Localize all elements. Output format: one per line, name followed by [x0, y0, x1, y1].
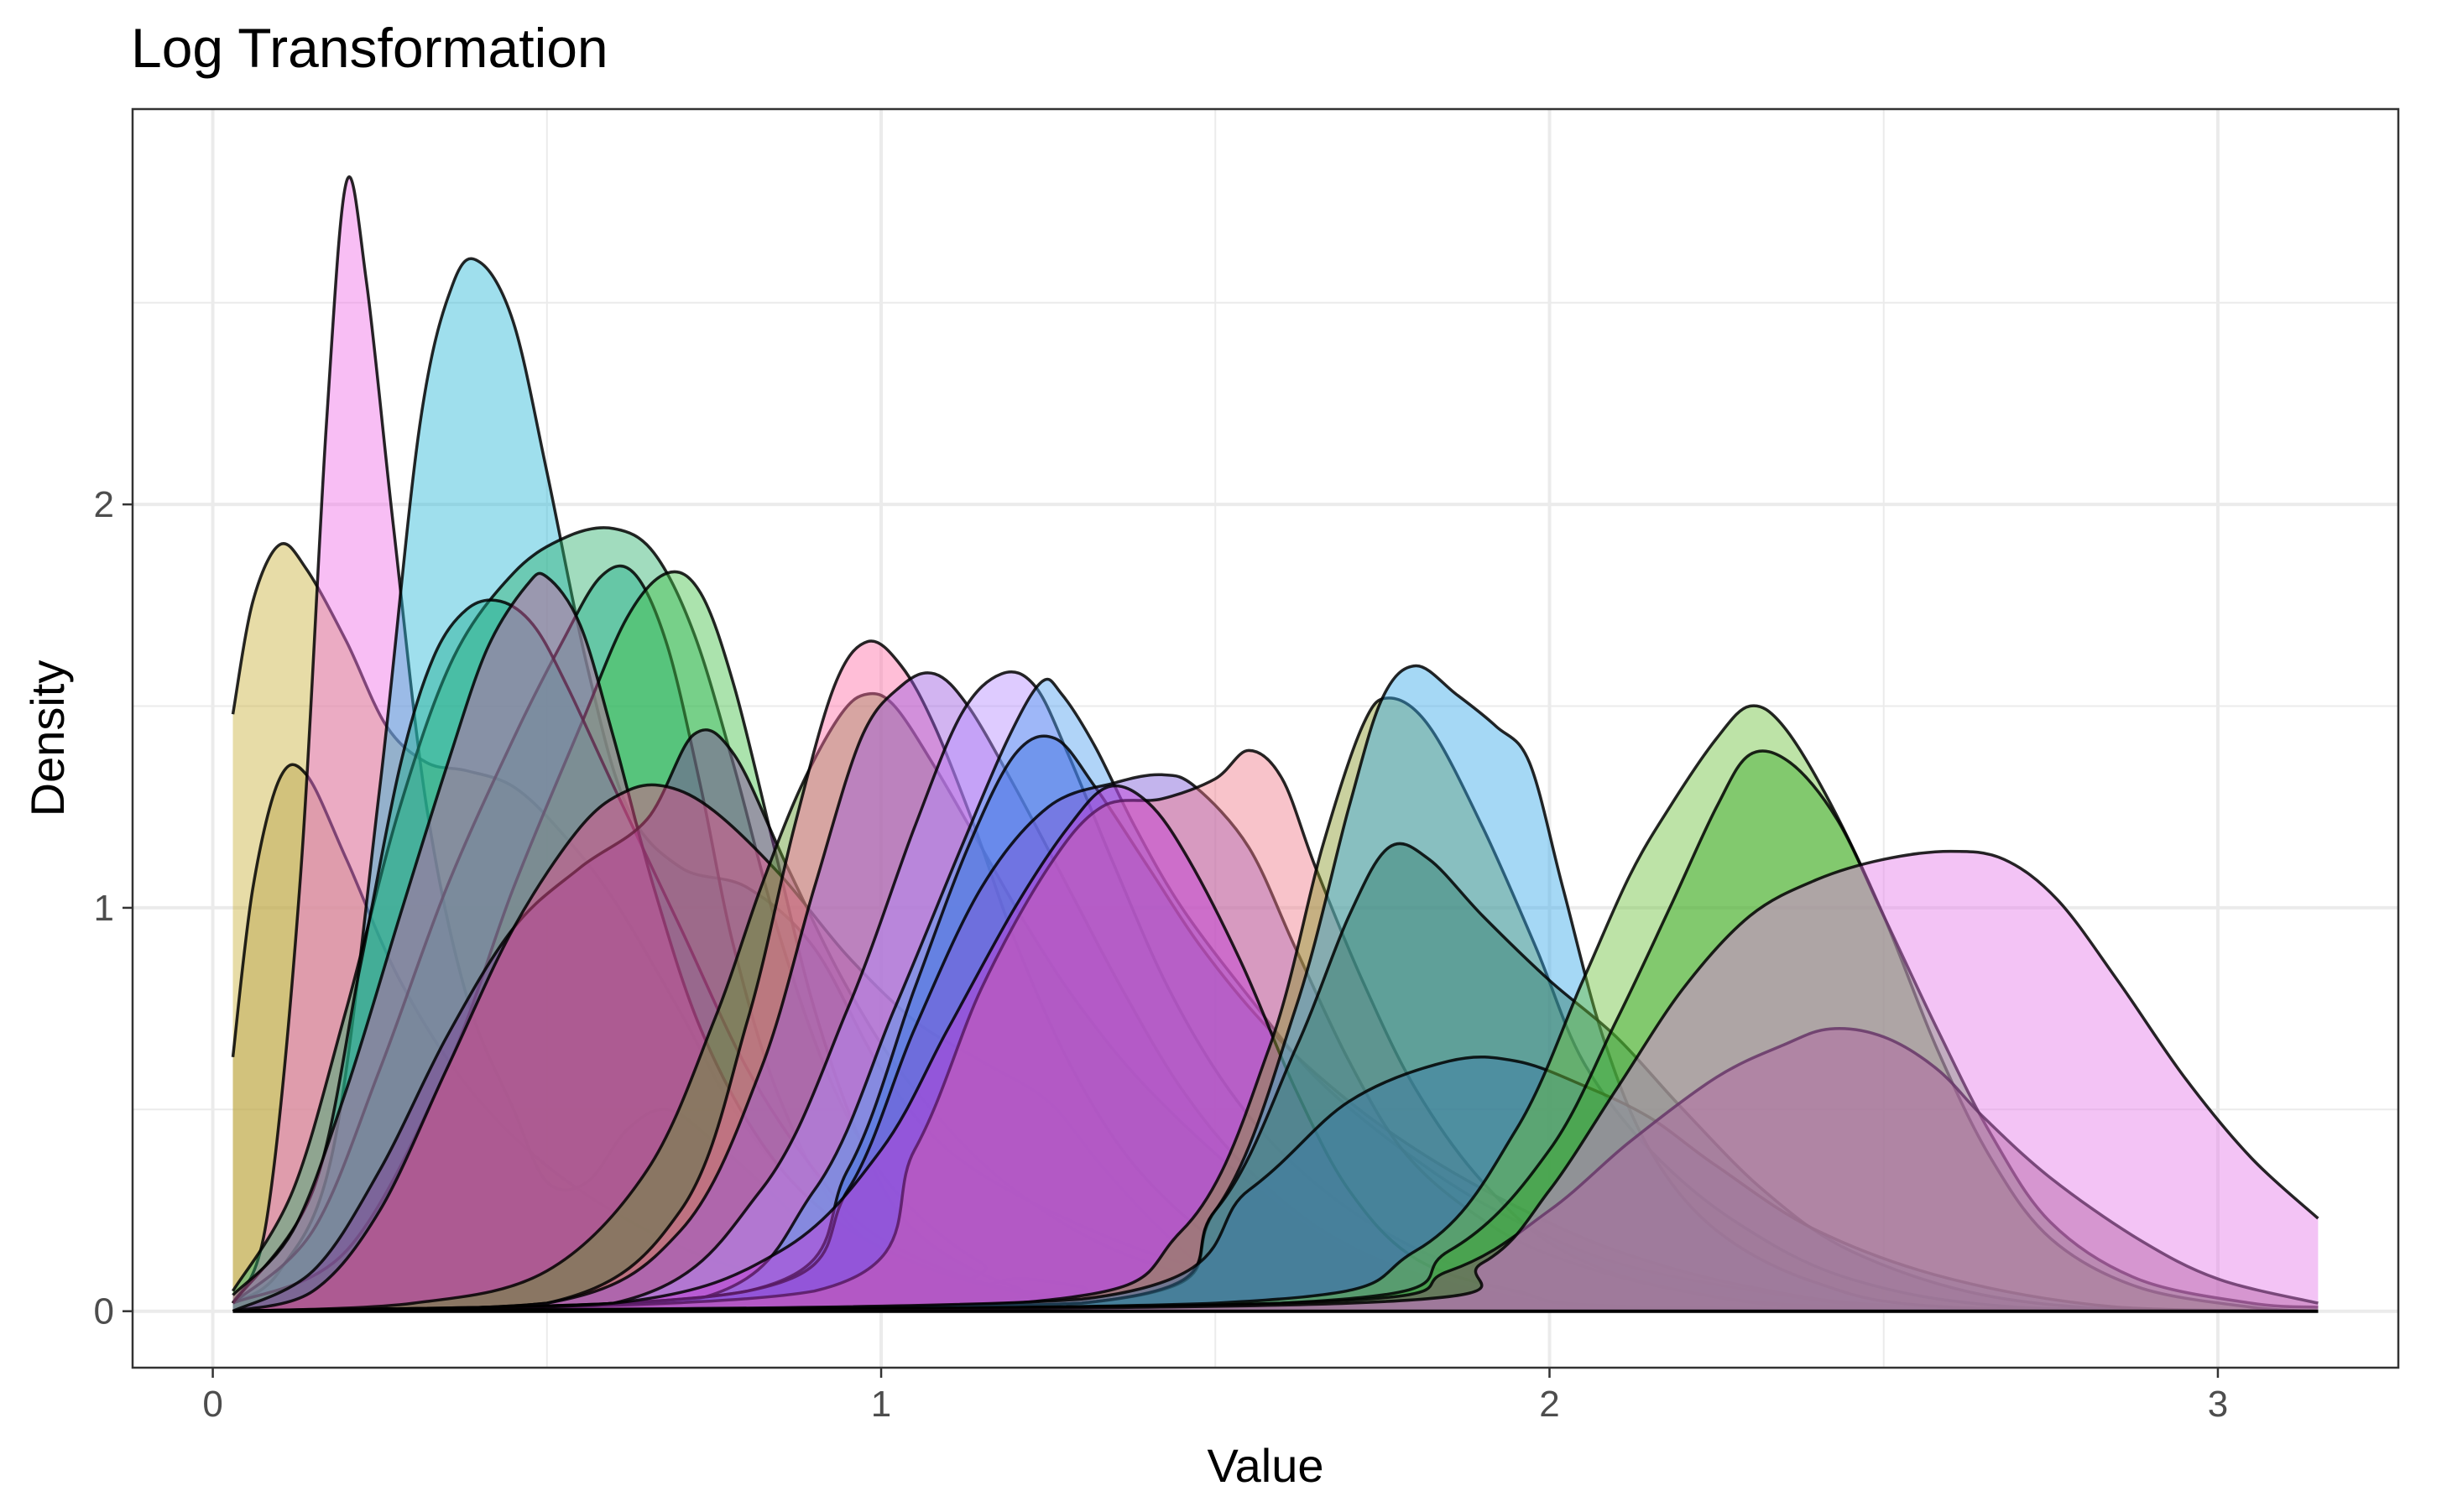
- density-area-6: [232, 566, 2319, 1311]
- density-outline-5: [231, 526, 2319, 1313]
- x-tick-label: 3: [2208, 1384, 2228, 1425]
- density-area-7: [232, 571, 2319, 1311]
- density-area-9: [232, 573, 2319, 1311]
- density-area-3: [232, 176, 2319, 1311]
- density-outline-20: [232, 784, 2319, 1313]
- density-outline-28: [232, 849, 2319, 1313]
- y-tick-label: 0: [94, 1291, 114, 1332]
- density-area-11: [232, 785, 2319, 1311]
- density-area-28: [232, 851, 2319, 1311]
- density-outline-15: [232, 670, 2319, 1313]
- density-area-17: [232, 736, 2319, 1311]
- density-area-24: [232, 1056, 2319, 1311]
- density-layer: [231, 175, 2319, 1313]
- density-area-26: [232, 750, 2319, 1311]
- density-area-16: [232, 679, 2319, 1311]
- density-area-4: [232, 258, 2319, 1311]
- density-outline-11: [232, 783, 2319, 1313]
- density-outline-21: [232, 696, 2319, 1313]
- y-tick-label: 1: [94, 888, 114, 929]
- density-area-25: [232, 706, 2319, 1311]
- y-axis: 0 1 2: [94, 484, 133, 1332]
- density-outline-23: [232, 842, 2319, 1313]
- chart-title: Log Transformation: [131, 17, 608, 79]
- density-outline-17: [232, 734, 2319, 1313]
- density-area-13: [232, 640, 2319, 1311]
- density-outline-16: [232, 677, 2319, 1313]
- density-area-27: [232, 1028, 2319, 1311]
- density-area-20: [232, 785, 2319, 1311]
- density-area-12: [232, 693, 2319, 1311]
- density-area-22: [232, 665, 2319, 1311]
- x-axis-title: Value: [1207, 1439, 1323, 1492]
- density-area-21: [232, 697, 2319, 1311]
- density-outline-27: [232, 1027, 2319, 1313]
- x-tick-label: 1: [871, 1384, 891, 1425]
- density-area-1: [232, 543, 2319, 1311]
- y-tick-label: 2: [94, 484, 114, 525]
- density-outline-12: [232, 691, 2319, 1313]
- density-area-14: [232, 672, 2319, 1311]
- density-area-23: [232, 843, 2319, 1311]
- density-outline-26: [232, 749, 2319, 1313]
- density-outline-24: [232, 1056, 2319, 1313]
- density-outline-3: [231, 175, 2319, 1313]
- density-area-2: [232, 764, 2319, 1311]
- x-tick-label: 2: [1539, 1384, 1559, 1425]
- panel-border: [131, 107, 2400, 1369]
- x-axis: 0 1 2 3: [202, 1368, 2228, 1425]
- density-outline-13: [232, 639, 2319, 1313]
- density-area-5: [232, 527, 2319, 1311]
- panel-background: [133, 109, 2398, 1368]
- density-outline-19: [232, 748, 2319, 1313]
- density-area-10: [232, 729, 2319, 1311]
- y-axis-title: Density: [21, 660, 74, 817]
- density-area-15: [232, 671, 2319, 1311]
- x-tick-label: 0: [202, 1384, 222, 1425]
- density-outline-25: [232, 704, 2319, 1313]
